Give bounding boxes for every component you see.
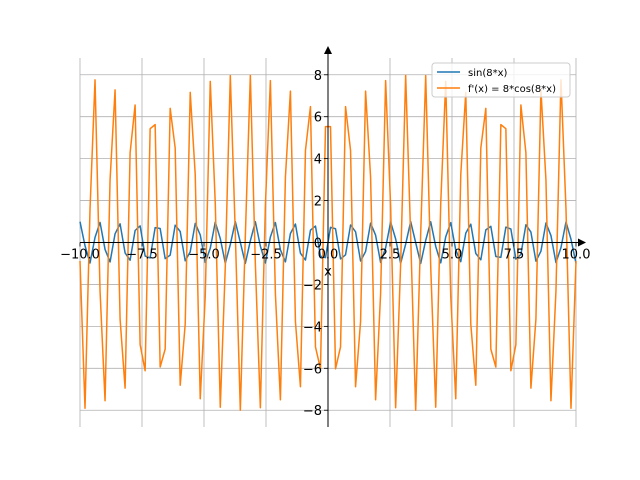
axes [80, 46, 586, 427]
x-tick-label-0: −10.0 [60, 248, 100, 263]
x-axis-arrow-icon [578, 238, 586, 247]
y-tick-label-4: 0 [314, 237, 322, 252]
x-tick-label-2: −5.0 [188, 248, 220, 263]
y-axis-arrow-icon [324, 46, 332, 54]
x-tick-label-1: −7.5 [126, 248, 158, 263]
legend: sin(8*x) f'(x) = 8*cos(8*x) [431, 62, 571, 98]
x-tick-label-6: 5.0 [442, 248, 463, 263]
tick-labels: −10.0 −7.5 −5.0 −2.5 0.0 2.5 5.0 7.5 10.0 −8 −6 −4 −… [60, 69, 590, 419]
legend-label-1: f'(x) = 8*cos(8*x) [468, 84, 556, 95]
x-tick-label-7: 7.5 [504, 248, 525, 263]
x-tick-label-8: 10.0 [562, 248, 591, 263]
x-axis-label: x [324, 265, 332, 280]
y-tick-label-1: −6 [303, 362, 322, 377]
y-tick-label-6: 4 [314, 153, 322, 168]
x-tick-label-4: 0.0 [318, 248, 339, 263]
legend-box [431, 62, 571, 98]
x-tick-label-3: −2.5 [250, 248, 282, 263]
y-tick-label-5: 2 [314, 195, 322, 210]
y-tick-label-7: 6 [314, 111, 322, 126]
y-tick-label-8: 8 [314, 69, 322, 84]
legend-label-0: sin(8*x) [468, 68, 508, 79]
y-tick-label-0: −8 [303, 404, 322, 419]
y-tick-label-3: −2 [303, 278, 322, 293]
y-tick-label-2: −4 [303, 320, 322, 335]
x-tick-label-5: 2.5 [380, 248, 401, 263]
